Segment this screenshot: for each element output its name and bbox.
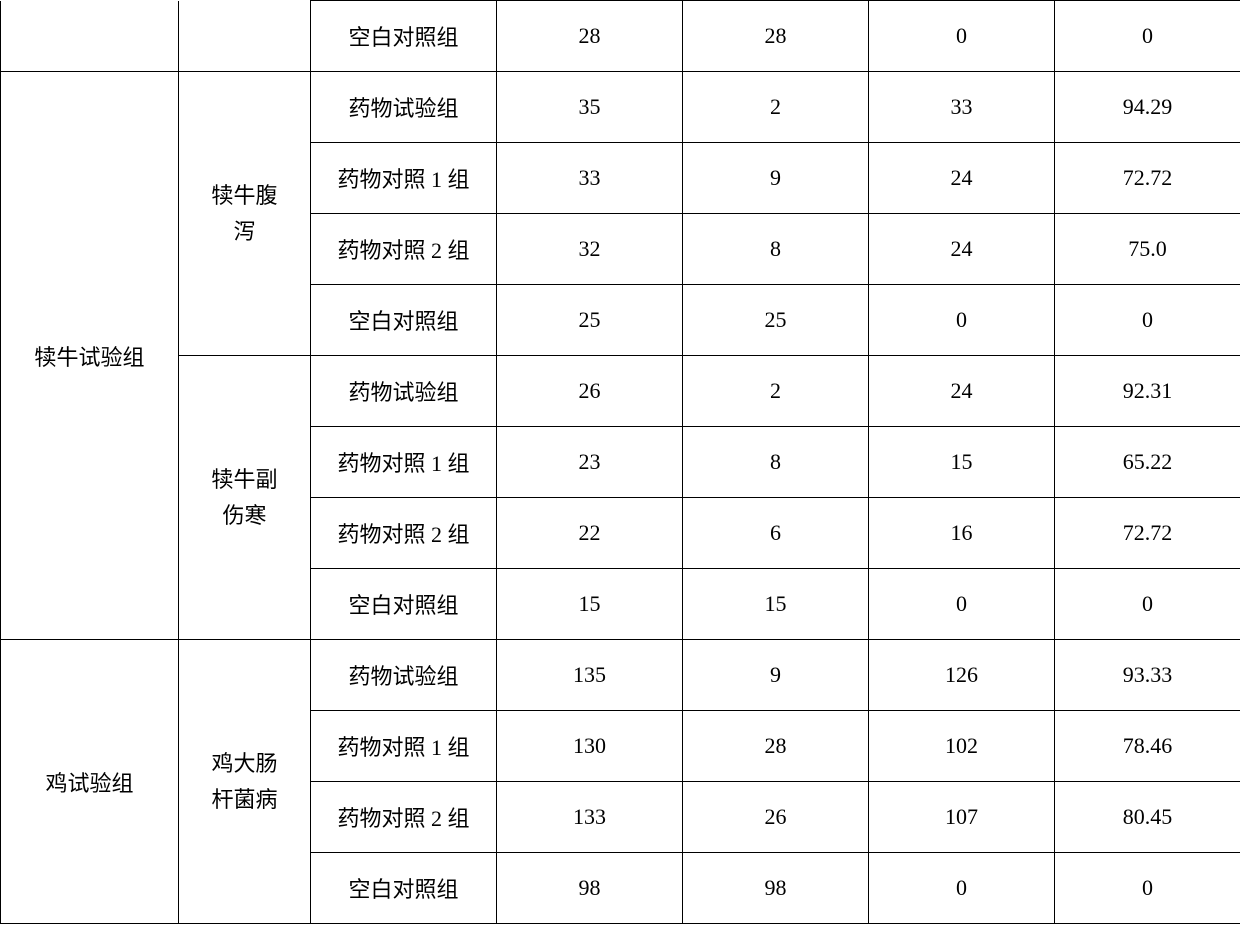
treatment-cell: 空白对照组 — [311, 853, 497, 924]
disease-label-line: 伤寒 — [183, 498, 306, 533]
disease-label-line: 犊牛腹 — [183, 178, 306, 213]
value-cell: 28 — [683, 711, 869, 782]
value-cell: 28 — [497, 1, 683, 72]
table-row: 犊牛副 伤寒 药物试验组 26 2 24 92.31 — [1, 356, 1240, 427]
value-cell: 22 — [497, 498, 683, 569]
value-cell: 0 — [1055, 569, 1240, 640]
value-cell: 92.31 — [1055, 356, 1240, 427]
treatment-cell: 药物对照 1 组 — [311, 427, 497, 498]
treatment-cell: 药物对照 2 组 — [311, 498, 497, 569]
value-cell: 94.29 — [1055, 72, 1240, 143]
disease-cell — [179, 1, 311, 72]
value-cell: 25 — [683, 285, 869, 356]
disease-cell: 鸡大肠 杆菌病 — [179, 640, 311, 924]
value-cell: 107 — [869, 782, 1055, 853]
value-cell: 0 — [1055, 1, 1240, 72]
value-cell: 8 — [683, 214, 869, 285]
treatment-cell: 药物对照 1 组 — [311, 143, 497, 214]
value-cell: 35 — [497, 72, 683, 143]
value-cell: 28 — [683, 1, 869, 72]
value-cell: 9 — [683, 640, 869, 711]
value-cell: 25 — [497, 285, 683, 356]
group-cell: 犊牛试验组 — [1, 72, 179, 640]
disease-label-line: 杆菌病 — [183, 782, 306, 817]
value-cell: 26 — [683, 782, 869, 853]
value-cell: 24 — [869, 356, 1055, 427]
value-cell: 65.22 — [1055, 427, 1240, 498]
treatment-cell: 空白对照组 — [311, 569, 497, 640]
treatment-cell: 空白对照组 — [311, 285, 497, 356]
value-cell: 6 — [683, 498, 869, 569]
value-cell: 33 — [497, 143, 683, 214]
group-cell — [1, 1, 179, 72]
value-cell: 126 — [869, 640, 1055, 711]
table-row: 空白对照组 28 28 0 0 — [1, 1, 1240, 72]
value-cell: 135 — [497, 640, 683, 711]
treatment-cell: 药物对照 2 组 — [311, 214, 497, 285]
value-cell: 75.0 — [1055, 214, 1240, 285]
disease-cell: 犊牛副 伤寒 — [179, 356, 311, 640]
value-cell: 2 — [683, 72, 869, 143]
value-cell: 0 — [1055, 853, 1240, 924]
value-cell: 32 — [497, 214, 683, 285]
value-cell: 24 — [869, 214, 1055, 285]
disease-cell: 犊牛腹 泻 — [179, 72, 311, 356]
data-table-container: 空白对照组 28 28 0 0 犊牛试验组 犊牛腹 泻 药物试验组 35 2 3… — [0, 0, 1240, 924]
treatment-cell: 药物试验组 — [311, 72, 497, 143]
value-cell: 93.33 — [1055, 640, 1240, 711]
value-cell: 0 — [1055, 285, 1240, 356]
value-cell: 15 — [497, 569, 683, 640]
value-cell: 26 — [497, 356, 683, 427]
group-cell: 鸡试验组 — [1, 640, 179, 924]
value-cell: 0 — [869, 853, 1055, 924]
disease-label-line: 泻 — [183, 214, 306, 249]
value-cell: 102 — [869, 711, 1055, 782]
value-cell: 98 — [497, 853, 683, 924]
value-cell: 0 — [869, 1, 1055, 72]
value-cell: 0 — [869, 569, 1055, 640]
value-cell: 16 — [869, 498, 1055, 569]
value-cell: 8 — [683, 427, 869, 498]
value-cell: 80.45 — [1055, 782, 1240, 853]
value-cell: 130 — [497, 711, 683, 782]
value-cell: 24 — [869, 143, 1055, 214]
table-row: 鸡试验组 鸡大肠 杆菌病 药物试验组 135 9 126 93.33 — [1, 640, 1240, 711]
value-cell: 23 — [497, 427, 683, 498]
value-cell: 72.72 — [1055, 498, 1240, 569]
value-cell: 15 — [869, 427, 1055, 498]
value-cell: 78.46 — [1055, 711, 1240, 782]
value-cell: 9 — [683, 143, 869, 214]
disease-label-line: 犊牛副 — [183, 462, 306, 497]
value-cell: 72.72 — [1055, 143, 1240, 214]
treatment-cell: 空白对照组 — [311, 1, 497, 72]
value-cell: 15 — [683, 569, 869, 640]
value-cell: 133 — [497, 782, 683, 853]
value-cell: 98 — [683, 853, 869, 924]
treatment-cell: 药物试验组 — [311, 640, 497, 711]
treatment-cell: 药物对照 2 组 — [311, 782, 497, 853]
treatment-cell: 药物对照 1 组 — [311, 711, 497, 782]
table-row: 犊牛试验组 犊牛腹 泻 药物试验组 35 2 33 94.29 — [1, 72, 1240, 143]
disease-label-line: 鸡大肠 — [183, 746, 306, 781]
value-cell: 0 — [869, 285, 1055, 356]
data-table: 空白对照组 28 28 0 0 犊牛试验组 犊牛腹 泻 药物试验组 35 2 3… — [0, 0, 1240, 924]
value-cell: 2 — [683, 356, 869, 427]
value-cell: 33 — [869, 72, 1055, 143]
treatment-cell: 药物试验组 — [311, 356, 497, 427]
